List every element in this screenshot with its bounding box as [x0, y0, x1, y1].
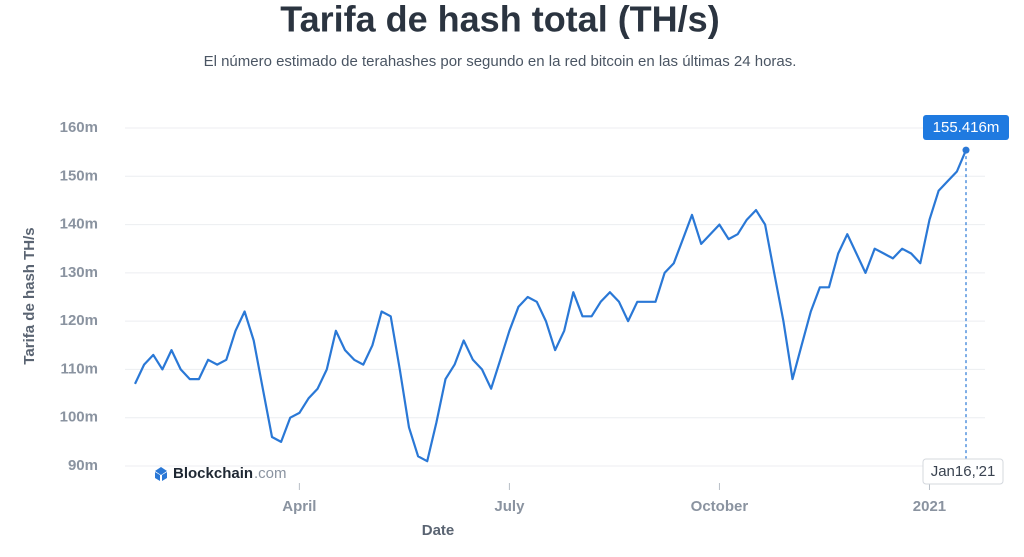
chart-subtitle: El número estimado de terahashes por seg…: [204, 53, 797, 70]
x-axis-label: Date: [422, 522, 455, 539]
y-tick-label: 150m: [60, 167, 98, 184]
y-tick-label: 110m: [60, 360, 98, 377]
y-axis-label: Tarifa de hash TH/s: [21, 227, 38, 364]
x-tick-label: April: [282, 498, 316, 515]
y-tick-label: 100m: [60, 409, 98, 426]
x-tick-label: 2021: [913, 498, 946, 515]
tooltip-value: 155.416m: [933, 119, 1000, 136]
date-box: [922, 458, 1004, 485]
watermark: Blockchain .com: [155, 465, 287, 482]
watermark-logo: [155, 467, 167, 481]
y-tick-label: 130m: [60, 264, 98, 281]
watermark-brand: Blockchain: [173, 465, 253, 482]
x-tick-label: July: [494, 498, 525, 515]
y-tick-label: 120m: [60, 312, 98, 329]
y-tick-label: 90m: [68, 457, 98, 474]
tooltip-box: [923, 115, 1009, 140]
x-tick-label: October: [691, 498, 749, 515]
watermark-domain: .com: [254, 465, 287, 482]
y-tick-label: 140m: [60, 216, 98, 233]
chart-title: Tarifa de hash total (TH/s): [280, 0, 719, 40]
data-line: [134, 149, 968, 463]
hover-point: [962, 146, 970, 154]
hover-date: Jan16,'21: [931, 463, 996, 480]
y-tick-label: 160m: [60, 119, 98, 136]
